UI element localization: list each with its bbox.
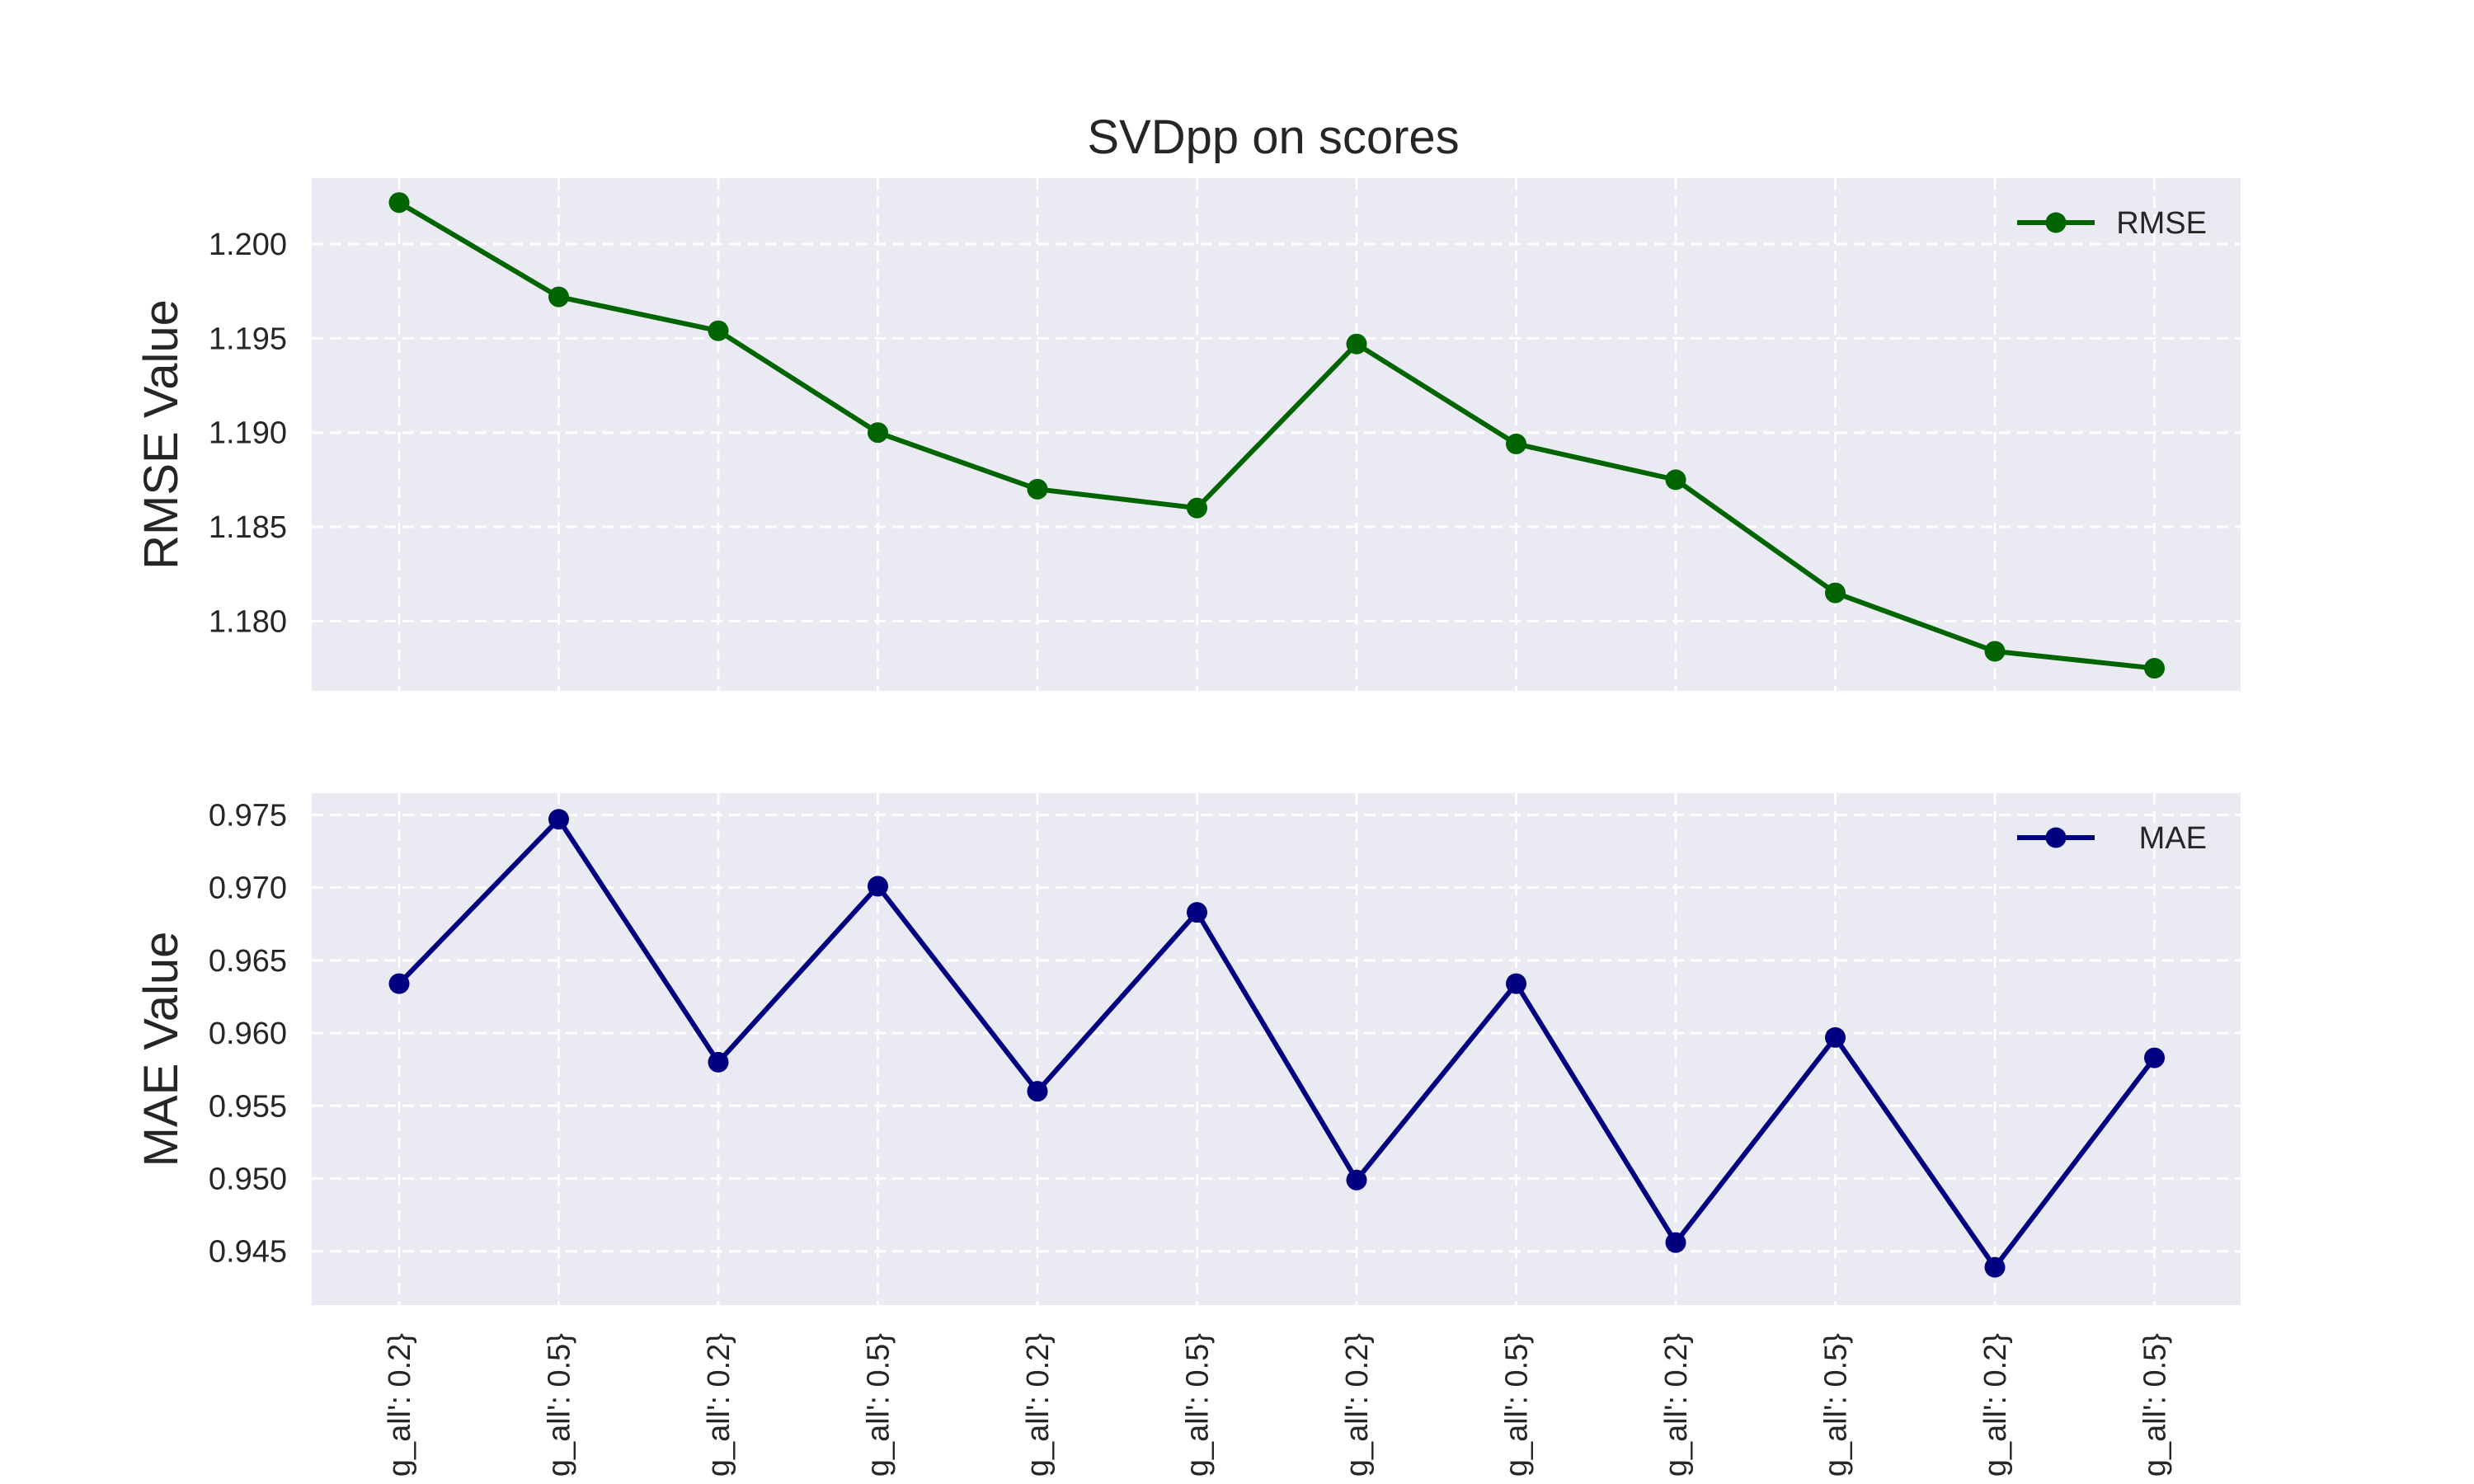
data-point	[2144, 1047, 2165, 1068]
y-axis-label: MAE Value	[134, 932, 188, 1167]
x-tick-label: g_all': 0.5}	[862, 1333, 896, 1477]
data-point	[708, 320, 729, 341]
series-line	[397, 200, 2155, 671]
data-point	[708, 1051, 729, 1073]
series-line	[397, 816, 2157, 1270]
x-tick-label: g_all': 0.5}	[1181, 1333, 1216, 1477]
data-point	[868, 876, 888, 897]
data-point	[1506, 973, 1526, 994]
data-point	[1825, 1026, 1846, 1048]
data-point	[1346, 1169, 1367, 1190]
y-tick-label: 0.970	[209, 871, 287, 906]
data-point	[388, 192, 410, 214]
y-tick-label: 0.950	[209, 1162, 287, 1197]
y-tick-label: 1.195	[209, 322, 287, 356]
data-point	[1984, 641, 2006, 662]
data-point	[868, 422, 888, 444]
data-point	[2144, 658, 2165, 679]
chart-panels: 1.180 1.185 1.190 1.195 1.200 RMSE Value RMSE 0…	[134, 178, 2241, 1477]
y-tick-label: 1.190	[209, 416, 287, 451]
legend-marker	[2045, 212, 2067, 233]
y-tick-label: 0.965	[209, 944, 287, 979]
y-tick-label: 1.200	[209, 228, 287, 262]
legend-label: MAE	[2139, 821, 2207, 856]
x-tick-label: g_all': 0.2}	[383, 1333, 417, 1477]
data-point	[388, 973, 410, 994]
chart-title: SVDpp on scores	[1087, 110, 1459, 164]
panel-1: 1.180 1.185 1.190 1.195 1.200 RMSE Value RMSE	[134, 178, 2241, 691]
plot-area	[312, 178, 2241, 691]
legend-label: RMSE	[2116, 206, 2207, 241]
data-point	[1825, 582, 1846, 603]
x-tick-label: g_all': 0.2}	[702, 1333, 736, 1477]
data-point	[1346, 333, 1367, 355]
x-tick-label: g_all': 0.5}	[1819, 1333, 1854, 1477]
y-tick-label: 0.955	[209, 1089, 287, 1124]
x-tick-label: g_all': 0.5}	[1500, 1333, 1535, 1477]
data-point	[1027, 1081, 1048, 1102]
x-tick-label: g_all': 0.5}	[543, 1333, 577, 1477]
y-tick-label: 0.945	[209, 1235, 287, 1270]
y-tick-label: 1.180	[209, 604, 287, 639]
data-point	[1187, 497, 1207, 519]
x-tick-label: g_all': 0.2}	[1340, 1333, 1375, 1477]
x-tick-label: g_all': 0.2}	[1021, 1333, 1056, 1477]
data-point	[548, 286, 569, 308]
y-axis-label: RMSE Value	[134, 299, 188, 570]
data-point	[1665, 469, 1686, 491]
data-point	[1665, 1232, 1686, 1253]
legend-marker	[2045, 827, 2067, 848]
x-tick-label: g_all': 0.2}	[1978, 1333, 2013, 1477]
data-point	[1027, 478, 1048, 500]
data-point	[548, 809, 569, 830]
data-point	[1984, 1256, 2006, 1278]
x-tick-label: g_all': 0.5}	[2138, 1333, 2173, 1477]
data-point	[1506, 433, 1526, 454]
y-tick-label: 0.975	[209, 798, 287, 833]
x-tick-label: g_all': 0.2}	[1659, 1333, 1694, 1477]
panel-2: 0.945 0.950 0.955 0.960 0.965 0.970 0.975 MAE V…	[134, 793, 2241, 1477]
data-point	[1187, 902, 1207, 923]
y-tick-label: 1.185	[209, 510, 287, 545]
y-tick-label: 0.960	[209, 1017, 287, 1051]
